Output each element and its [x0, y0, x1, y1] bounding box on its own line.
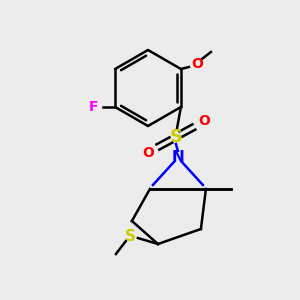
Text: N: N: [172, 149, 184, 164]
Text: O: O: [191, 57, 203, 71]
Text: F: F: [88, 100, 98, 114]
Text: O: O: [198, 114, 210, 128]
Text: O: O: [142, 146, 154, 160]
Text: S: S: [169, 128, 182, 146]
Text: S: S: [124, 229, 135, 244]
